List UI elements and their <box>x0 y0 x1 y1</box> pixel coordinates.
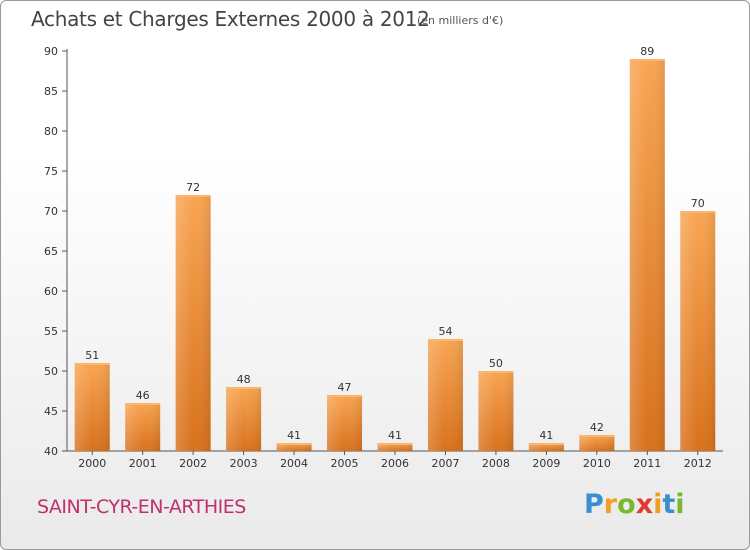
bar-top <box>175 195 211 197</box>
x-tick-label: 2005 <box>331 457 359 470</box>
bar <box>125 403 161 451</box>
data-label: 41 <box>539 429 553 442</box>
bar <box>528 443 564 451</box>
y-tick-label: 55 <box>44 325 58 338</box>
data-label: 41 <box>388 429 402 442</box>
y-tick-label: 90 <box>44 45 58 58</box>
x-tick-label: 2006 <box>381 457 409 470</box>
city-name: SAINT-CYR-EN-ARTHIES <box>37 496 246 518</box>
bar-shade <box>74 363 110 451</box>
bar-shade <box>226 387 262 451</box>
data-label: 47 <box>338 381 352 394</box>
logo-letter: r <box>603 489 618 520</box>
data-label: 46 <box>136 389 150 402</box>
data-label: 48 <box>237 373 251 386</box>
data-label: 54 <box>438 325 452 338</box>
proxiti-logo: Proxiti <box>584 489 685 520</box>
bar-top <box>528 443 564 445</box>
bar-shade <box>579 435 615 451</box>
bar <box>478 371 514 451</box>
x-tick-label: 2011 <box>633 457 661 470</box>
bar-shade <box>377 443 413 451</box>
chart-subtitle: (en milliers d'€) <box>417 14 504 27</box>
x-tick-label: 2004 <box>280 457 308 470</box>
bar-top <box>125 403 161 405</box>
bar-shade <box>125 403 161 451</box>
bar-shade <box>175 195 211 451</box>
y-tick-label: 85 <box>44 85 58 98</box>
x-axis: 2000 2001 2002 2003 2004 2005 2006 2007 2008 2009… <box>67 450 723 470</box>
bar-top <box>327 395 363 397</box>
bar <box>74 363 110 451</box>
bar <box>680 211 716 451</box>
data-label: 70 <box>691 197 705 210</box>
bar <box>276 443 312 451</box>
bar-shade <box>528 443 564 451</box>
bar <box>327 395 363 451</box>
logo-letter: i <box>675 489 685 520</box>
logo-letter: o <box>617 489 636 520</box>
data-label: 89 <box>640 45 654 58</box>
x-tick-label: 2003 <box>230 457 258 470</box>
bar <box>427 339 463 451</box>
data-label: 51 <box>85 349 99 362</box>
y-tick-label: 60 <box>44 285 58 298</box>
y-tick-label: 80 <box>44 125 58 138</box>
y-tick-label: 50 <box>44 365 58 378</box>
y-tick-label: 70 <box>44 205 58 218</box>
y-tick-label: 40 <box>44 445 58 458</box>
logo-letter: i <box>653 489 663 520</box>
logo-letter: P <box>584 489 604 520</box>
bar <box>629 59 665 451</box>
x-tick-label: 2009 <box>532 457 560 470</box>
data-labels: 51 46 72 48 41 47 41 54 50 41 42 89 70 <box>85 45 705 442</box>
chart-title: Achats et Charges Externes 2000 à 2012 <box>31 7 430 31</box>
x-tick-label: 2000 <box>78 457 106 470</box>
data-label: 50 <box>489 357 503 370</box>
bar <box>175 195 211 451</box>
bar-shade <box>478 371 514 451</box>
x-tick-label: 2007 <box>431 457 459 470</box>
bars <box>74 59 716 451</box>
logo-letter: x <box>635 489 654 520</box>
bar-shade <box>327 395 363 451</box>
data-label: 72 <box>186 181 200 194</box>
bar-top <box>276 443 312 445</box>
y-tick-label: 75 <box>44 165 58 178</box>
x-tick-label: 2002 <box>179 457 207 470</box>
bar <box>579 435 615 451</box>
bar-top <box>377 443 413 445</box>
logo-letter: t <box>662 489 676 520</box>
bar <box>377 443 413 451</box>
bar <box>226 387 262 451</box>
bar-top <box>579 435 615 437</box>
bar-top <box>74 363 110 365</box>
bar-shade <box>276 443 312 451</box>
data-label: 42 <box>590 421 604 434</box>
bar-top <box>226 387 262 389</box>
x-tick-label: 2012 <box>684 457 712 470</box>
y-tick-label: 45 <box>44 405 58 418</box>
x-tick-label: 2010 <box>583 457 611 470</box>
x-tick-label: 2008 <box>482 457 510 470</box>
bar-top <box>427 339 463 341</box>
bar-top <box>478 371 514 373</box>
y-axis: 40 45 50 55 60 65 70 75 80 85 90 <box>44 45 68 458</box>
bar-shade <box>629 59 665 451</box>
bar-top <box>629 59 665 61</box>
bar-shade <box>680 211 716 451</box>
bar-top <box>680 211 716 213</box>
x-tick-label: 2001 <box>129 457 157 470</box>
bar-shade <box>427 339 463 451</box>
data-label: 41 <box>287 429 301 442</box>
y-tick-label: 65 <box>44 245 58 258</box>
